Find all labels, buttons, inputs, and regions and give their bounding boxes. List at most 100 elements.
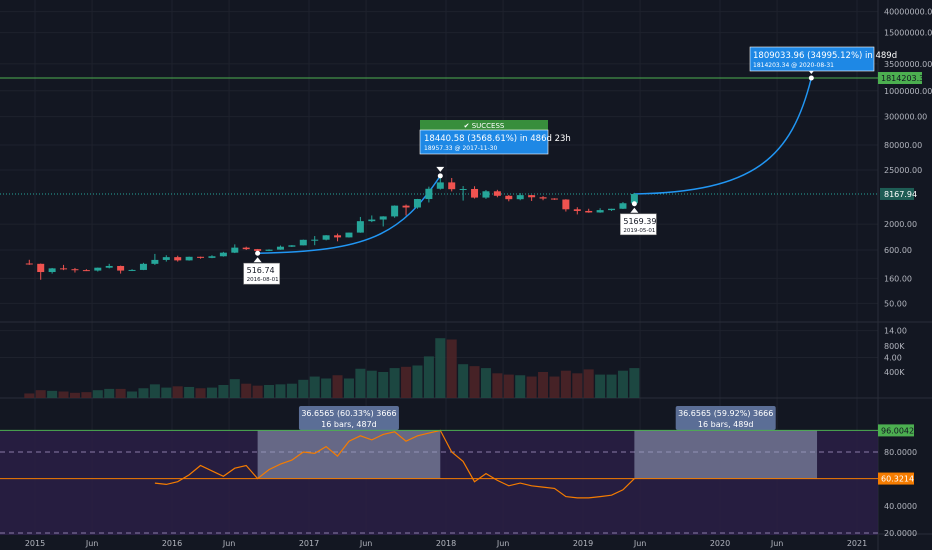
volume-bars [24, 338, 640, 398]
candle-body [254, 249, 262, 251]
annotations[interactable]: 516.74 2016-08-01 5169.39 2019-05-01 ✔ SUCCE… [243, 46, 898, 285]
price-tick-label-10: 600.00 [884, 246, 912, 255]
rsi-line-label-1: 60.3214 [881, 475, 914, 484]
candle-body [276, 246, 284, 250]
volume-bar [92, 390, 103, 398]
price-tick-label-3: 3500000.00 [884, 60, 932, 69]
candle-body [288, 245, 296, 247]
volume-tick-label-1: 400K [884, 368, 905, 377]
volume-bar [161, 387, 172, 398]
x-tick-label-1: Jun [85, 539, 99, 548]
gain-2020-line2: 1814203.34 @ 2020-08-31 [753, 62, 834, 69]
candle-body [334, 235, 342, 238]
rsi-tick-label-0: 80.0000 [884, 448, 917, 457]
rsi-series [154, 429, 635, 499]
rsi-measure-box-1[interactable] [257, 430, 441, 479]
price-tick-label-1: 40000000.00 [884, 8, 932, 17]
volume-bar [69, 392, 80, 398]
rsi-measure-box-2[interactable] [634, 430, 818, 479]
current-price-label: 8167.94 [884, 190, 917, 199]
volume-bar [515, 375, 526, 398]
volume-tick-label-0: 800K [884, 342, 905, 351]
x-tick-label-12: 2021 [847, 539, 867, 548]
volume-bar [229, 379, 240, 398]
volume-bar [275, 384, 286, 398]
candle-body [391, 205, 399, 217]
price-tick-label-4: 1000000.00 [884, 87, 932, 96]
candle-body [48, 268, 56, 273]
volume-bar [629, 368, 640, 398]
x-tick-label-10: 2020 [710, 539, 730, 548]
candle-body [197, 256, 205, 258]
price-tick-label-14: 4.00 [884, 354, 902, 363]
gain-2017-box[interactable] [419, 129, 549, 155]
volume-bar [572, 373, 583, 398]
x-tick-label-11: Jun [770, 539, 784, 548]
low-2016-box[interactable] [243, 262, 280, 285]
volume-bar [435, 338, 446, 398]
candle-body [219, 252, 227, 257]
volume-bar [218, 385, 229, 398]
candle-body [162, 257, 170, 260]
pin-arrow [436, 166, 445, 172]
volume-bar [241, 383, 252, 398]
x-tick-label-0: 2015 [25, 539, 45, 548]
volume-bar [549, 376, 560, 398]
candle-body [94, 267, 102, 271]
volume-bar [115, 388, 126, 398]
success-badge [420, 120, 548, 130]
volume-bar [401, 366, 412, 398]
volume-bar [492, 373, 503, 398]
projection-curve-2020[interactable] [634, 77, 813, 195]
volume-bar [286, 383, 297, 398]
volume-bar [332, 375, 343, 398]
volume-bar [617, 370, 628, 398]
volume-bar [321, 378, 332, 398]
rsi-measure-line1-2: 36.6565 (59.92%) 3666 [678, 409, 773, 418]
volume-bar [309, 376, 320, 398]
candle-body [71, 269, 79, 271]
candle-body [356, 221, 364, 233]
rsi-line-tag-0 [878, 424, 914, 437]
success-text: ✔ SUCCESS [464, 122, 505, 130]
candle-body [596, 210, 604, 213]
pin-arrow [630, 207, 639, 213]
rsi-measure-label-2 [675, 406, 776, 430]
candle-body [311, 239, 319, 241]
pin-dot [437, 173, 443, 179]
volume-bar [583, 369, 594, 398]
x-tick-label-7: Jun [496, 539, 510, 548]
gain-2020-box[interactable] [749, 46, 875, 72]
low-2019-value: 5169.39 [623, 217, 656, 226]
volume-bar [149, 384, 160, 398]
volume-bar [298, 379, 309, 398]
candle-body [37, 263, 45, 273]
candle-body [139, 263, 147, 270]
volume-bar [138, 388, 149, 398]
target-price-label: 1814203.34 [881, 74, 929, 83]
volume-bar [104, 388, 115, 398]
price-tick-label-5: 300000.00 [884, 113, 927, 122]
target-price-tag [878, 72, 922, 84]
candle-body [368, 219, 376, 222]
candle-body [573, 209, 581, 211]
candle-body [493, 191, 501, 196]
volume-bar [252, 385, 263, 398]
x-tick-label-4: 2017 [299, 539, 319, 548]
candle-body [128, 269, 136, 271]
volume-bar [58, 391, 69, 398]
rsi-measure-boxes[interactable]: 36.6565 (60.33%) 3666 16 bars, 487d 36.656… [257, 406, 818, 479]
horizontal-lines[interactable] [0, 77, 878, 480]
candle-body [630, 193, 638, 204]
volume-bar [480, 368, 491, 398]
candle-body [516, 195, 524, 200]
rsi-measure-label-1 [298, 406, 399, 430]
candle-body [505, 195, 513, 200]
price-tick-label-12: 50.00 [884, 299, 907, 308]
volume-bar [412, 365, 423, 398]
low-2019-box[interactable] [620, 213, 657, 236]
candle-body [436, 182, 444, 189]
rsi-tick-label-1: 40.0000 [884, 502, 917, 511]
volume-bar [378, 372, 389, 398]
